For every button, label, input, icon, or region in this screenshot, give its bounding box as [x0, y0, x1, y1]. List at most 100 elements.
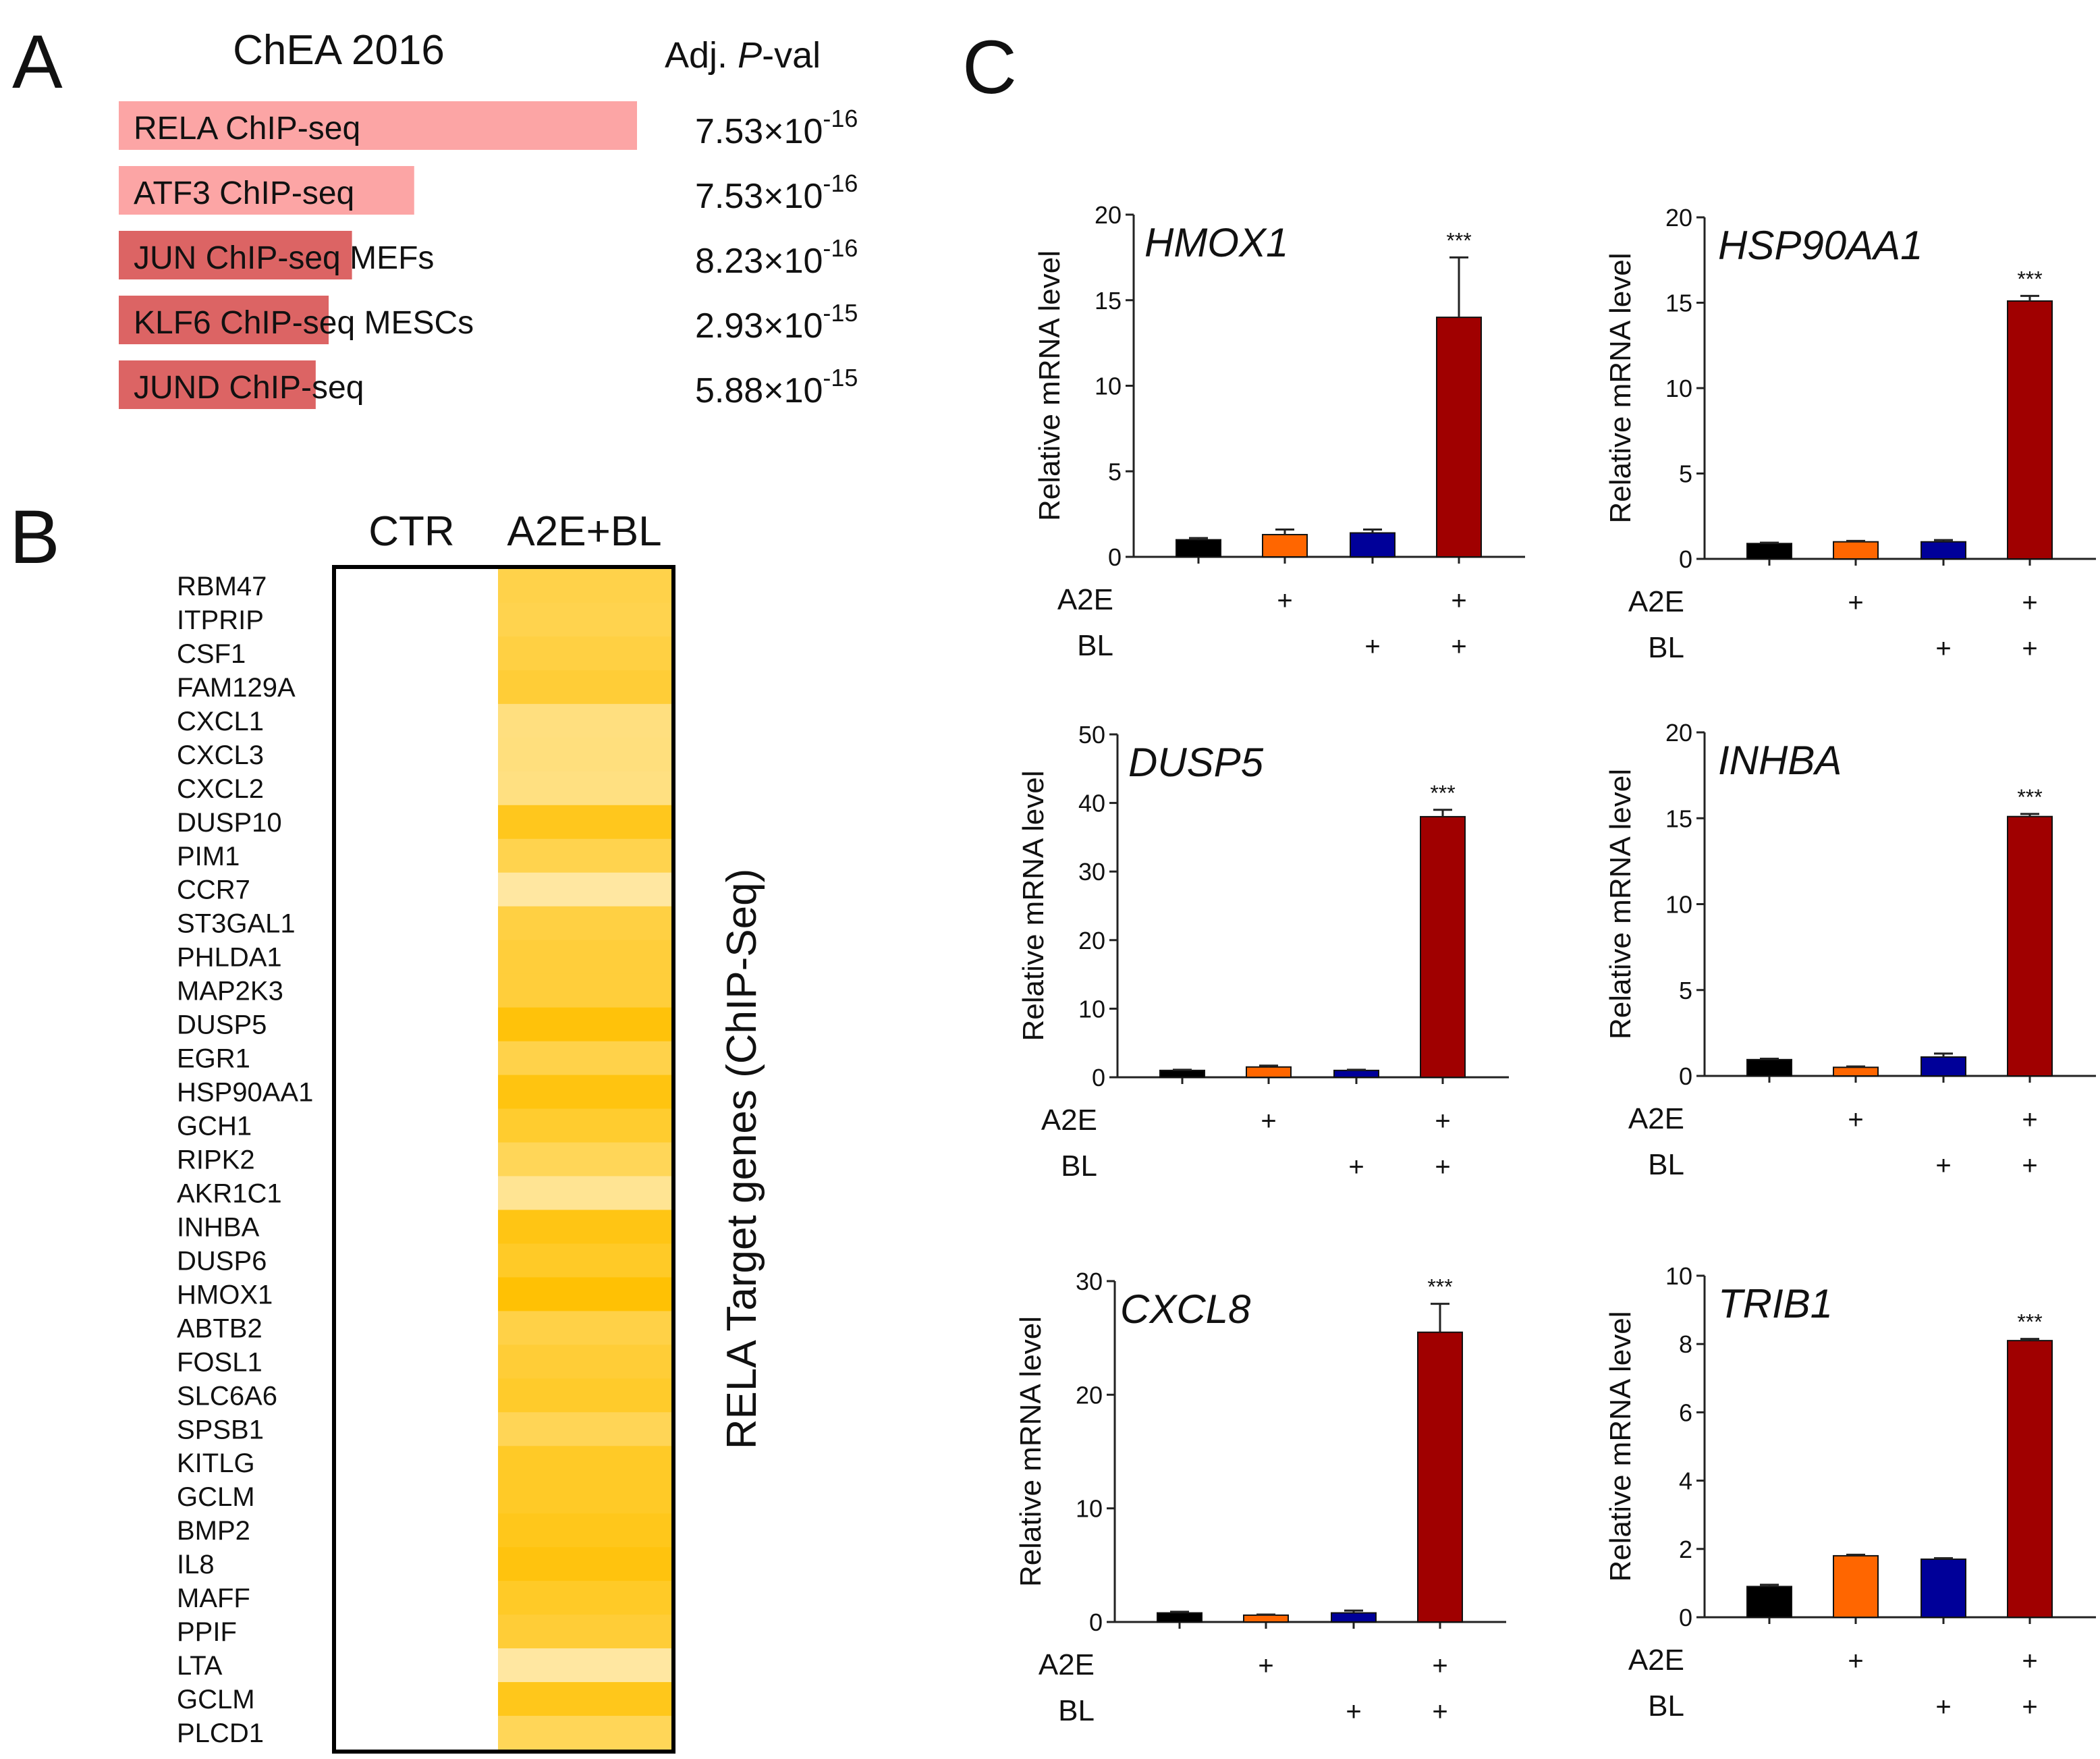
heatmap-cell-ctr [336, 1311, 498, 1345]
enrichment-bar [119, 296, 329, 344]
gene-label: DUSP6 [177, 1246, 267, 1276]
padj-value: 8.23×10-16 [695, 234, 858, 281]
heatmap-cell-ctr [336, 602, 498, 637]
padj-value: 7.53×10-16 [695, 105, 858, 151]
bar-ctr [1746, 543, 1792, 560]
significance-marker: *** [2017, 1310, 2042, 1334]
treatment-row-label-a2e: A2E [1041, 1104, 1097, 1137]
gene-label: RIPK2 [177, 1145, 255, 1175]
treatment-row-label-bl: BL [1648, 1689, 1684, 1723]
heatmap-cell-a2e-bl [498, 1547, 671, 1581]
heatmap-cell-ctr [336, 1378, 498, 1413]
enrichment-bar-label: JUND ChIP-seq [134, 370, 364, 406]
gene-label: ITPRIP [177, 605, 264, 635]
heatmap-cell-a2e-bl [498, 1615, 671, 1649]
heatmap-cell-ctr [336, 1345, 498, 1379]
heatmap-cell-ctr [336, 872, 498, 907]
bar-a2e-bl [1417, 1331, 1463, 1623]
enrichment-bar-label: RELA ChIP-seq [134, 111, 360, 146]
significance-marker: *** [1446, 228, 1471, 252]
y-axis-label: Relative mRNA level [1604, 252, 1637, 523]
y-tick-label: 30 [1076, 1268, 1103, 1295]
heatmap-cell-a2e-bl [498, 1108, 671, 1143]
y-tick-label: 10 [1076, 1495, 1103, 1523]
gene-label: FOSL1 [177, 1347, 262, 1377]
treatment-row-label-a2e: A2E [1628, 1644, 1684, 1677]
bar-a2e-bl [2007, 815, 2053, 1077]
y-tick-label: 0 [1089, 1608, 1103, 1636]
treatment-row-label-bl: BL [1648, 1148, 1684, 1181]
gene-label: AKR1C1 [177, 1179, 282, 1208]
enrichment-bar [119, 166, 414, 215]
bar-a2e-bl [1420, 815, 1466, 1079]
gene-label: GCH1 [177, 1112, 252, 1141]
heatmap-cell-ctr [336, 670, 498, 705]
heatmap-cell-a2e-bl [498, 1311, 671, 1345]
treatment-mark-bl: + [1364, 632, 1380, 661]
gene-label: ST3GAL1 [177, 909, 296, 939]
heatmap-cell-ctr [336, 636, 498, 671]
heatmap-cell-a2e-bl [498, 1412, 671, 1446]
bar-bl [1921, 541, 1966, 560]
treatment-row-label-bl: BL [1061, 1149, 1097, 1183]
qpcr-chart-hsp90aa1: 0 5 10 15 20 Relative mRNA level HSP90AA1 *** A2… [1604, 204, 2096, 664]
gene-label: CSF1 [177, 639, 246, 669]
heatmap-cell-ctr [336, 1547, 498, 1581]
gene-label: SLC6A6 [177, 1381, 277, 1411]
heatmap-cell-ctr [336, 940, 498, 975]
heatmap-cell-ctr [336, 1412, 498, 1446]
heatmap-cell-ctr [336, 1075, 498, 1110]
gene-label: MAP2K3 [177, 977, 283, 1006]
heatmap-cell-a2e-bl [498, 838, 671, 873]
heatmap-cell-ctr [336, 771, 498, 806]
gene-label: GCLM [177, 1685, 255, 1714]
treatment-mark-bl: + [1451, 632, 1466, 661]
gene-label: DUSP10 [177, 808, 282, 838]
heatmap-cell-ctr [336, 906, 498, 941]
heatmap-cell-ctr [336, 1581, 498, 1615]
heatmap-cell-a2e-bl [498, 1210, 671, 1244]
padj-value: 7.53×10-16 [695, 169, 858, 216]
enrichment-title: ChEA 2016 [233, 27, 445, 74]
enrichment-bar [119, 231, 352, 279]
gene-title: CXCL8 [1120, 1287, 1251, 1332]
gene-label: ABTB2 [177, 1314, 262, 1343]
gene-label: RBM47 [177, 572, 267, 601]
treatment-mark-a2e: + [1451, 586, 1466, 616]
bar-a2e [1243, 1614, 1289, 1623]
bar-bl [1333, 1069, 1379, 1078]
panel-label-b: B [9, 495, 60, 579]
gene-label: PIM1 [177, 842, 240, 871]
enrichment-bar [119, 101, 637, 150]
heatmap-cell-a2e-bl [498, 1446, 671, 1480]
bar-a2e [1262, 534, 1308, 558]
gene-label: CXCL3 [177, 740, 264, 770]
heatmap-cell-a2e-bl [498, 1142, 671, 1176]
bar-bl [1921, 1558, 1966, 1618]
y-tick-label: 20 [1076, 1381, 1103, 1409]
heatmap-cell-a2e-bl [498, 872, 671, 907]
gene-label: CCR7 [177, 875, 250, 905]
qpcr-chart-cxcl8: 0 10 20 30 Relative mRNA level CXCL8 *** A2E BL +… [1014, 1268, 1506, 1727]
significance-marker: *** [1427, 1275, 1452, 1299]
treatment-mark-bl: + [2022, 1151, 2037, 1181]
treatment-mark-bl: + [1935, 1151, 1951, 1181]
panel-label-c: C [962, 25, 1017, 109]
heatmap-axis-label: RELA Target genes (ChIP-Seq) [719, 869, 765, 1449]
qpcr-chart-dusp5: 0 10 20 30 40 50 Relative mRNA level DUSP5 *** A2… [1017, 721, 1509, 1183]
qpcr-chart-hmox1: 0 5 10 15 20 Relative mRNA level HMOX1 *** A2E BL… [1033, 201, 1525, 662]
bar-ctr [1157, 1612, 1203, 1623]
heatmap-cell-a2e-bl [498, 1682, 671, 1716]
y-tick-label: 10 [1078, 995, 1105, 1023]
heatmap-cell-a2e-bl [498, 670, 671, 705]
bar-ctr [1176, 539, 1221, 558]
treatment-mark-a2e: + [2022, 588, 2037, 618]
heatmap-cell-ctr [336, 1142, 498, 1176]
heatmap-column-ctr: CTR [368, 508, 454, 555]
gene-title: HSP90AA1 [1718, 223, 1923, 268]
qpcr-chart-inhba: 0 5 10 15 20 Relative mRNA level INHBA *** A2E BL… [1604, 719, 2096, 1181]
bar-a2e [1246, 1066, 1292, 1079]
y-tick-label: 50 [1078, 721, 1105, 749]
padj-value: 5.88×10-15 [695, 364, 858, 410]
